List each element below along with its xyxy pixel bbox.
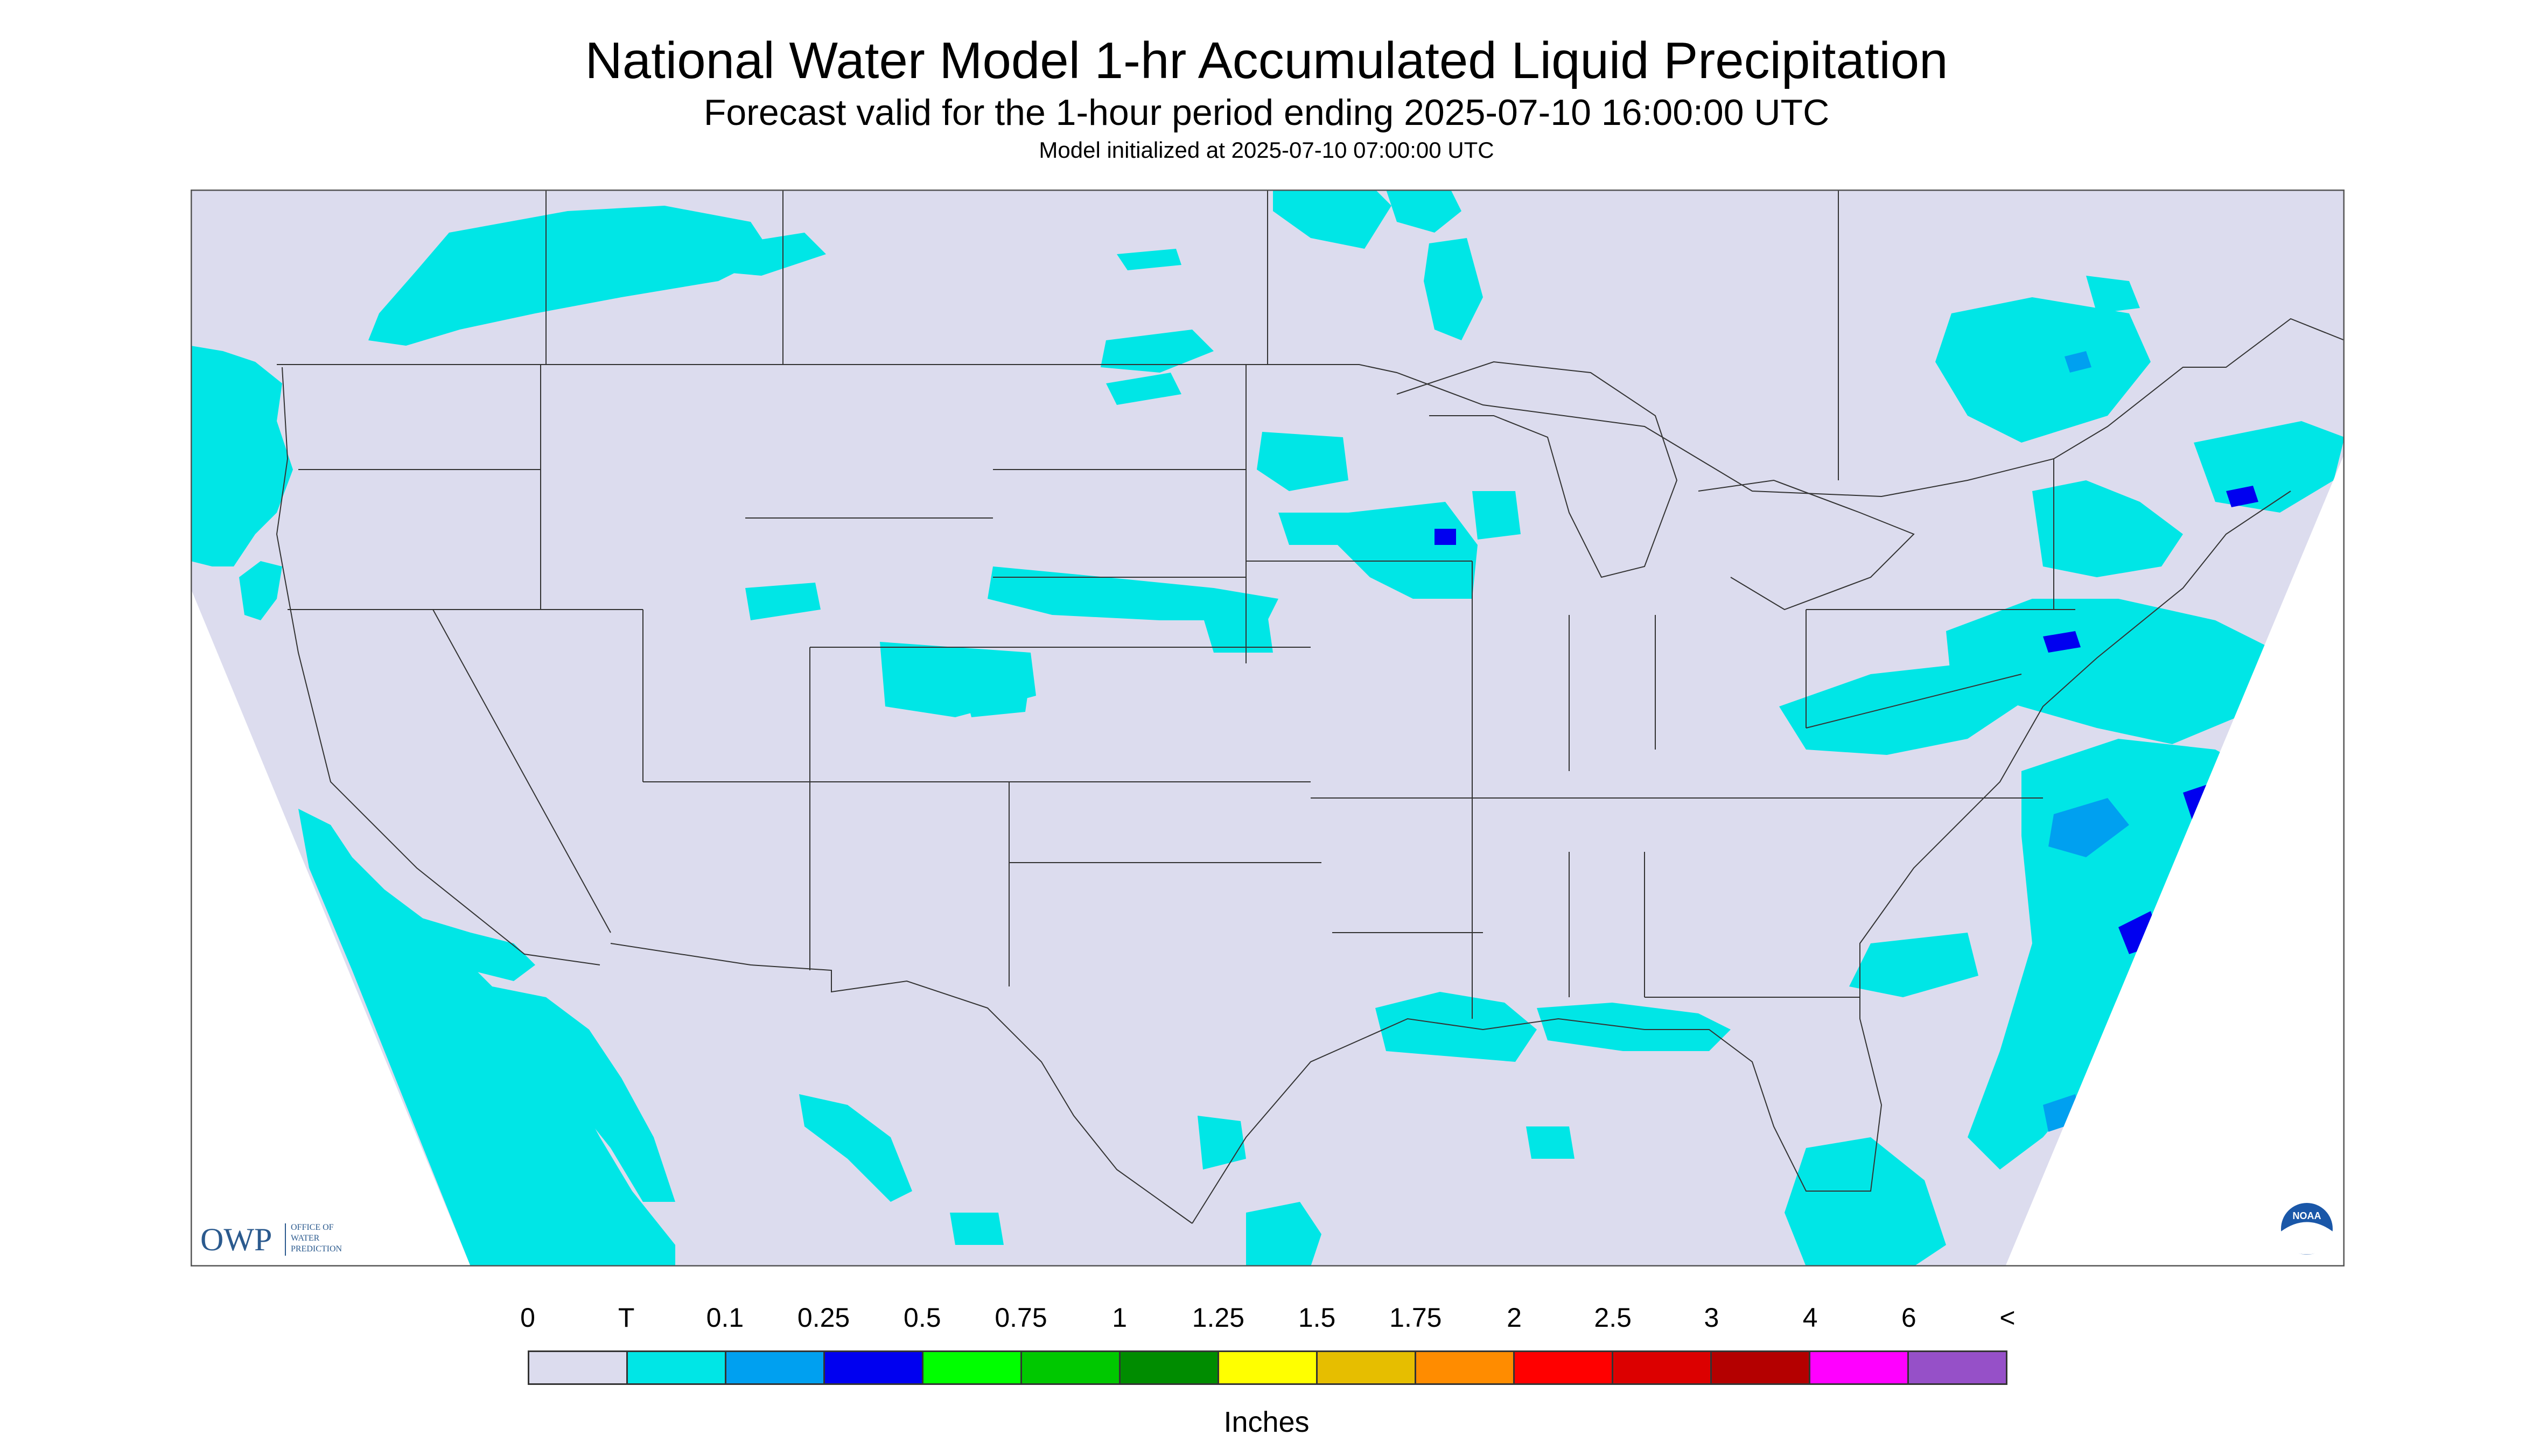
precip-cell-carolina-1	[2048, 798, 2129, 857]
legend-label: 1.75	[1389, 1303, 1442, 1333]
precip-area-canada-central	[702, 233, 826, 276]
precip-area-maritimes	[2194, 421, 2345, 513]
precip-area-canada-central-2	[1117, 249, 1181, 270]
legend-label: 1.5	[1298, 1303, 1336, 1333]
great-lakes-outline	[1396, 361, 1678, 578]
legend-label: 3	[1704, 1303, 1719, 1333]
precip-area-mn-west	[1257, 432, 1348, 491]
precip-area-louisiana-coast	[1375, 992, 1537, 1062]
boundary-lines	[276, 190, 2345, 1224]
legend-units: Inches	[1223, 1406, 1310, 1438]
legend-swatch	[1613, 1352, 1712, 1383]
precip-area-florida-panhandle	[1537, 1003, 1731, 1051]
legend-swatch	[1121, 1352, 1219, 1383]
legend-swatch	[825, 1352, 923, 1383]
pacific-coastline	[276, 367, 600, 965]
precip-area-nd-2	[1106, 373, 1181, 405]
precip-area-pacific-nw-strip	[239, 561, 282, 620]
legend-swatch	[529, 1352, 628, 1383]
owp-logo-sub-3: PREDICTION	[291, 1244, 342, 1254]
legend-labels: 0 T 0.1 0.25 0.5 0.75 1 1.25 1.5 1.75 2 2.5 3 4 6 <	[0, 1302, 2533, 1340]
owp-logo-sub-1: OFFICE OF	[291, 1223, 334, 1232]
precip-area-manitoba	[1273, 190, 1391, 249]
legend-swatch	[1712, 1352, 1810, 1383]
precip-area-nd-1	[1101, 330, 1214, 373]
us-mexico-border	[610, 943, 1193, 1224]
precip-cell-maine	[2226, 486, 2258, 507]
legend-label: 0.1	[706, 1303, 744, 1333]
map-title: National Water Model 1-hr Accumulated Li…	[585, 32, 1948, 89]
precip-area-nebraska-2	[1198, 599, 1273, 653]
lake-erie-ontario	[1698, 479, 1915, 611]
noaa-logo: NOAA	[2279, 1201, 2335, 1257]
precip-area-mid-atlantic	[1946, 599, 2280, 744]
precip-area-appalachians	[1779, 663, 2032, 755]
precip-area-wyoming	[745, 583, 821, 620]
precipitation-map: OWP OFFICE OF WATER PREDICTION NOAA	[191, 190, 2345, 1266]
legend-swatch	[923, 1352, 1022, 1383]
legend-label: 1.25	[1192, 1303, 1245, 1333]
legend-label: 0.25	[797, 1303, 850, 1333]
precip-cell-wi	[1435, 529, 1456, 545]
precip-area-mexico-sw	[950, 1213, 1004, 1245]
legend-swatch	[726, 1352, 825, 1383]
legend-swatch	[1416, 1352, 1515, 1383]
precip-layer	[191, 190, 2345, 1266]
legend-label: 6	[1901, 1303, 1916, 1333]
legend-label: <	[1999, 1303, 2016, 1333]
precip-area-northern-mn-streak	[1424, 238, 1483, 340]
precip-area-pacific-southwest	[298, 809, 675, 1266]
precip-area-georgia-coast	[1849, 933, 1978, 997]
precip-cell-quebec	[2065, 351, 2091, 373]
precip-area-mexico-gulf	[1246, 1202, 1321, 1266]
legend-label: 2.5	[1594, 1303, 1632, 1333]
precip-area-baja-offshore	[492, 986, 675, 1202]
map-subtitle: Forecast valid for the 1-hour period end…	[703, 92, 1830, 133]
precip-area-south-florida	[1785, 1137, 1946, 1266]
precip-area-new-england	[2032, 480, 2183, 577]
state-line-ca-nv	[432, 609, 611, 933]
us-canada-border	[277, 318, 2345, 498]
gulf-coastline	[1192, 491, 2291, 1224]
noaa-logo-text: NOAA	[2293, 1210, 2321, 1221]
legend-label: 0.5	[904, 1303, 941, 1333]
precip-area-mexico-west	[799, 1094, 912, 1202]
precip-area-ontario-west	[1386, 190, 1461, 233]
legend-label: 2	[1507, 1303, 1522, 1333]
owp-logo-sub-2: WATER	[291, 1234, 320, 1243]
owp-logo: OWP OFFICE OF WATER PREDICTION	[200, 1222, 342, 1257]
legend-swatch	[1318, 1352, 1416, 1383]
precip-area-quebec-north	[2086, 276, 2140, 313]
state-line-va-wv	[1806, 674, 2022, 729]
map-frame	[191, 190, 2345, 1266]
precip-area-quebec	[1935, 297, 2151, 443]
precip-area-wi-2	[1472, 491, 1521, 540]
precip-area-baja-coast	[417, 916, 535, 981]
legend-color-bar	[528, 1350, 2007, 1385]
legend-label: T	[618, 1303, 635, 1333]
legend-label: 0.75	[995, 1303, 1047, 1333]
legend-swatch	[1909, 1352, 2006, 1383]
legend-label: 4	[1802, 1303, 1818, 1333]
legend-swatch	[1810, 1352, 1909, 1383]
legend-label: 1	[1112, 1303, 1128, 1333]
legend-label: 0	[520, 1303, 535, 1333]
owp-logo-text: OWP	[200, 1222, 272, 1257]
legend-swatch	[628, 1352, 726, 1383]
precip-area-gulf-central	[1526, 1126, 1575, 1159]
noaa-logo-wave	[2281, 1222, 2333, 1255]
precip-area-pacific-northwest	[191, 346, 293, 566]
model-init-time: Model initialized at 2025-07-10 07:00:00…	[1039, 137, 1494, 163]
legend-swatch	[1219, 1352, 1318, 1383]
legend-swatch	[1022, 1352, 1121, 1383]
precip-cell-nyc	[2043, 631, 2081, 653]
legend-swatch	[1515, 1352, 1613, 1383]
precip-area-colorado-2	[961, 674, 1031, 717]
precip-area-canada-west-north	[449, 233, 514, 270]
precip-area-iowa	[1418, 566, 1472, 599]
